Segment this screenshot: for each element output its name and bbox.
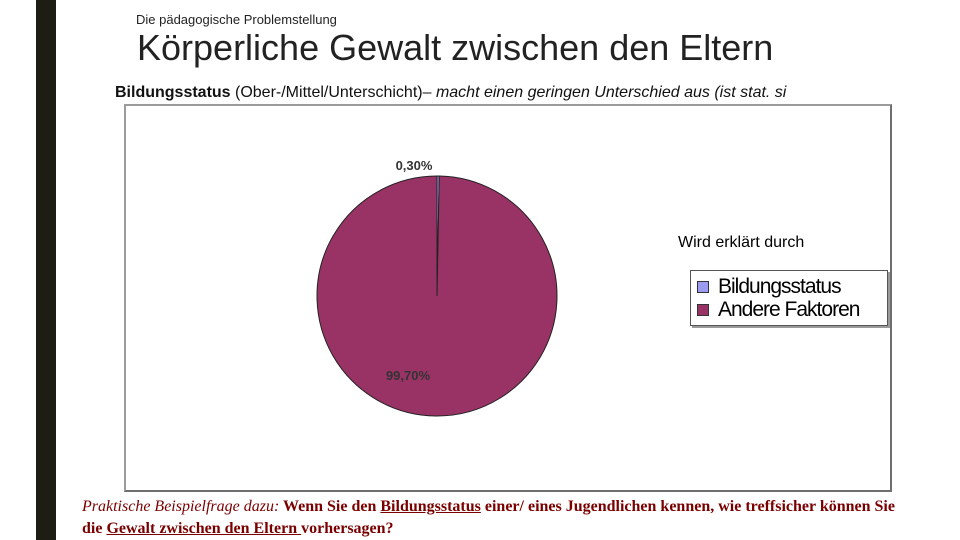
question-part: vorhersagen? (301, 520, 394, 537)
legend-item-andere-faktoren: Andere Faktoren (697, 298, 860, 321)
legend-swatch (697, 281, 709, 293)
question-intro: Praktische Beispielfrage dazu: (82, 498, 280, 515)
question-part: einer/ eines Jugendlichen kennen, wie tr… (82, 498, 895, 537)
legend-item-bildungsstatus: Bildungsstatus (697, 275, 842, 298)
note-italic: – macht einen geringen Unterschied aus (… (422, 84, 787, 101)
section-label: Die pädagogische Problemstellung (136, 12, 337, 27)
note-bold: Bildungsstatus (115, 84, 231, 101)
question-part: Wenn Sie den (279, 498, 381, 515)
slide-title: Körperliche Gewalt zwischen den Eltern (137, 27, 774, 68)
example-question: Praktische Beispielfrage dazu: Wenn Sie … (82, 496, 902, 540)
legend-label: Andere Faktoren (718, 298, 860, 321)
legend-swatch (697, 304, 709, 316)
chart-frame: 0,30% 99,70% Wird erklärt durch Bildungs… (124, 104, 892, 492)
slice-label-andere-faktoren: 99,70% (386, 368, 431, 383)
question-underline: Gewalt zwischen den Eltern (106, 520, 302, 537)
education-status-note: Bildungsstatus (Ober-/Mittel/Unterschich… (115, 82, 945, 104)
pie-chart: 0,30% 99,70% (316, 158, 558, 417)
legend-title: Wird erklärt durch (678, 234, 805, 251)
question-underline: Bildungsstatus (380, 498, 481, 515)
note-normal: (Ober-/Mittel/Unterschicht) (230, 84, 423, 101)
chart-legend: Bildungsstatus Andere Faktoren (690, 270, 888, 326)
pie-slice-andere-faktoren (316, 175, 558, 417)
legend-label: Bildungsstatus (718, 275, 842, 298)
slice-label-bildungsstatus: 0,30% (396, 158, 433, 173)
left-accent-bar (36, 0, 56, 540)
